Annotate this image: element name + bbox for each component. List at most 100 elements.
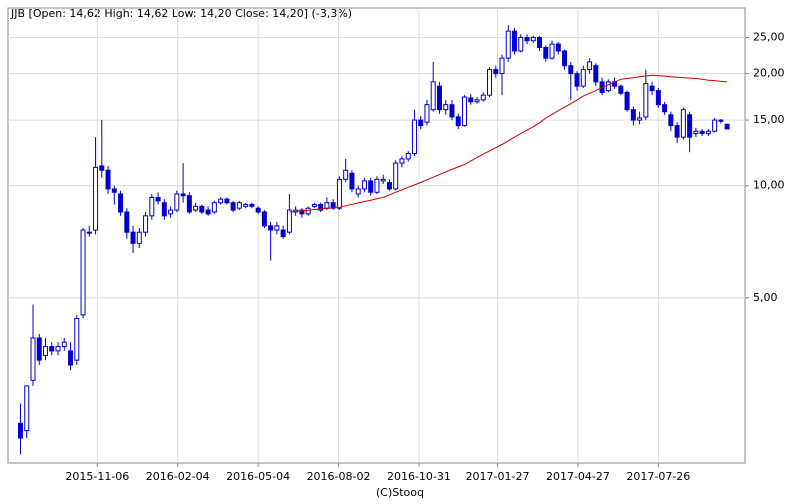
candle-body [186, 195, 192, 213]
candle-body [543, 46, 549, 59]
candle-body [562, 50, 568, 67]
candle-body [355, 188, 361, 195]
candle-body [361, 180, 367, 190]
candle-body [124, 211, 130, 233]
candle-body [618, 85, 624, 94]
candle-body [224, 198, 230, 204]
candle-body [687, 114, 693, 138]
candle-body [236, 202, 242, 209]
candle-body [724, 123, 730, 130]
candle-body [24, 385, 30, 432]
candle-body [555, 43, 561, 52]
candle-body [480, 94, 486, 101]
candle-body [430, 81, 436, 111]
candle-body [474, 99, 480, 103]
candle-body [505, 30, 511, 59]
candle-body [143, 215, 149, 233]
candle-body [468, 97, 474, 103]
candle-body [261, 211, 267, 227]
y-tick-label: 5,00 [753, 291, 778, 304]
y-tick-label: 25,00 [753, 30, 785, 43]
chart-title: JJB [Open: 14,62 High: 14,62 Low: 14,20 … [10, 7, 352, 20]
candle-body [174, 193, 180, 211]
candle-body [93, 166, 99, 231]
candle-body [218, 198, 224, 204]
candle-body [674, 125, 680, 138]
candle-body [199, 205, 205, 213]
candle-body [518, 36, 524, 52]
candle-body [180, 193, 186, 197]
candle-body [230, 202, 236, 211]
candle-body [368, 180, 374, 193]
candle-body [512, 30, 518, 52]
candle-body [655, 90, 661, 106]
candle-body [380, 178, 386, 182]
candle-body [443, 104, 449, 111]
candle-body [693, 130, 699, 135]
candle-body [624, 91, 630, 111]
candle-body [549, 43, 555, 59]
candle-body [86, 231, 92, 234]
candle-body [637, 117, 643, 121]
candle-body [461, 96, 467, 127]
candle-body [499, 57, 505, 75]
candle-body [305, 207, 311, 215]
y-tick-label: 10,00 [753, 179, 785, 192]
candle-body [343, 169, 349, 180]
candle-body [349, 172, 355, 190]
candle-body [705, 130, 711, 135]
candle-body [18, 422, 24, 439]
candle-body [386, 181, 392, 190]
candle-body [280, 229, 286, 238]
candle-body [130, 231, 136, 244]
x-tick-label: 2017-07-26 [626, 470, 690, 483]
candle-body [524, 36, 530, 42]
candle-body [268, 225, 274, 231]
candle-body [487, 69, 493, 96]
candle-body [55, 345, 61, 352]
candle-body [43, 345, 49, 356]
candle-body [718, 119, 724, 122]
candle-body [374, 178, 380, 193]
candle-body [136, 231, 142, 244]
candle-body [30, 337, 36, 381]
candle-body [537, 36, 543, 48]
x-tick-label: 2016-05-04 [226, 470, 290, 483]
candle-body [249, 204, 255, 207]
candle-body [193, 205, 199, 211]
candle-body [455, 116, 461, 127]
candle-body [299, 209, 305, 215]
footer: (C)Stooq [376, 486, 424, 499]
candle-body [255, 207, 261, 213]
candle-body [418, 119, 424, 127]
candle-body [149, 196, 155, 217]
candle-body [118, 193, 124, 213]
candle-body [530, 36, 536, 42]
candle-body [699, 130, 705, 135]
candle-body [605, 81, 611, 92]
x-tick-label: 2016-02-04 [146, 470, 210, 483]
candle-body [274, 225, 280, 231]
candle-body [668, 114, 674, 127]
x-tick-label: 2016-10-31 [387, 470, 451, 483]
candle-body [161, 202, 167, 217]
candle-body [99, 165, 105, 171]
candle-body [411, 119, 417, 155]
candle-body [74, 317, 80, 361]
candle-body [61, 341, 67, 347]
candle-body [243, 204, 249, 207]
candle-body [393, 162, 399, 190]
candle-body [580, 69, 586, 87]
candle-body [286, 209, 292, 233]
candle-body [336, 178, 342, 209]
candle-body [593, 65, 599, 83]
y-tick-label: 15,00 [753, 113, 785, 126]
candle-body [49, 345, 55, 352]
candle-body [36, 337, 42, 361]
x-tick-label: 2017-04-27 [546, 470, 610, 483]
candle-body [436, 85, 442, 111]
plot-frame [7, 7, 746, 464]
candle-body [493, 69, 499, 75]
candle-body [205, 209, 211, 215]
